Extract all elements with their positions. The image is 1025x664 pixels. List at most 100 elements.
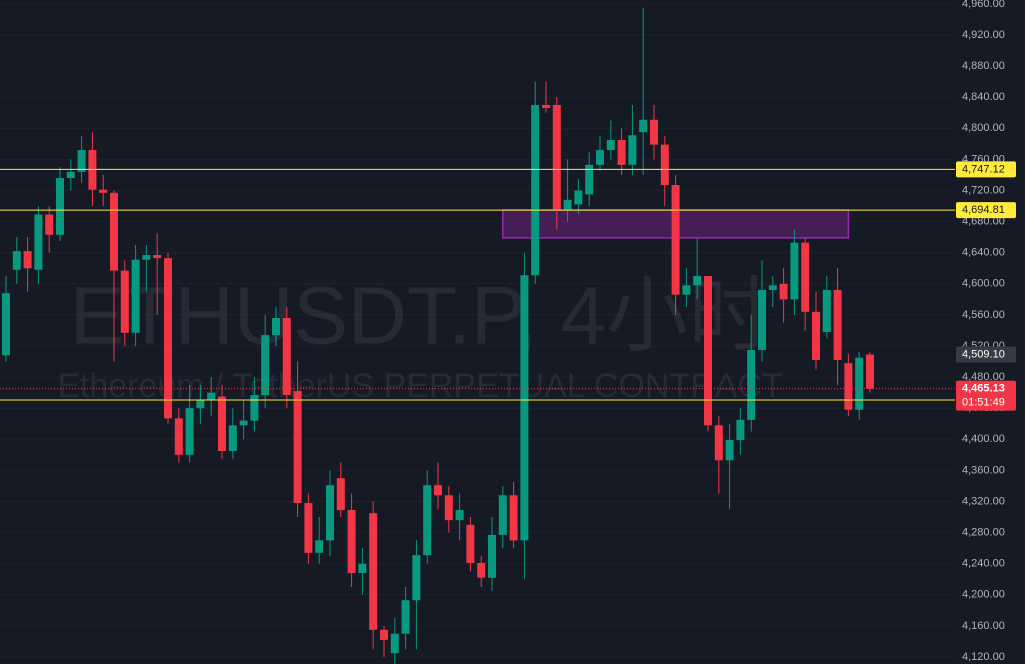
level-label-box [956, 202, 1016, 219]
candle-body [174, 418, 183, 455]
candle-body [207, 392, 216, 400]
candle-body [196, 399, 205, 409]
countdown-label: 01:51:49 [962, 397, 1005, 409]
candle-body [812, 311, 820, 360]
candle-body [380, 629, 388, 640]
y-tick-label: 4,280.00 [962, 527, 1005, 539]
candle-body [390, 633, 399, 654]
candle-body [164, 258, 172, 419]
candle-body [185, 408, 194, 455]
candle-body [790, 242, 799, 300]
candle-body [77, 150, 86, 172]
candle-body [714, 425, 723, 461]
candle-body [239, 420, 248, 426]
candle-body [606, 139, 615, 151]
level-label: 4,747.12 [962, 163, 1005, 175]
candle-body [563, 199, 572, 210]
candle-body [596, 150, 604, 165]
y-tick-label: 4,600.00 [962, 278, 1005, 290]
candle-body [520, 275, 529, 541]
candle-body [261, 335, 270, 395]
candle-body [639, 119, 648, 133]
candle-body [682, 285, 691, 295]
candle-body [56, 178, 64, 235]
y-tick-label: 4,680.00 [962, 215, 1005, 227]
candle-body [779, 283, 788, 300]
y-tick-label: 4,880.00 [962, 60, 1005, 72]
candle-body [671, 185, 680, 295]
candle-body [153, 255, 162, 259]
candle-body [650, 119, 658, 145]
candle-body [833, 290, 842, 360]
y-tick-label: 4,800.00 [962, 122, 1005, 134]
candle-body [282, 318, 291, 395]
candle-body [34, 214, 43, 270]
candle-body [272, 318, 280, 336]
candle-body [855, 357, 864, 410]
candle-body [218, 396, 226, 451]
candle-body [552, 104, 561, 210]
candle-body [12, 251, 21, 270]
y-tick-label: 4,640.00 [962, 247, 1005, 259]
candle-body [844, 363, 853, 410]
y-tick-label: 4,920.00 [962, 29, 1005, 41]
y-tick-label: 4,160.00 [962, 620, 1005, 632]
last-price-box [956, 380, 1016, 411]
candle-body [801, 242, 810, 312]
candle-body [304, 503, 313, 553]
candle-body [45, 214, 54, 235]
y-tick-label: 4,480.00 [962, 371, 1005, 383]
candle-body [693, 276, 702, 286]
candle-body [466, 524, 475, 563]
candle-body [822, 290, 831, 332]
candle-body [412, 555, 421, 601]
candle-body [617, 139, 626, 165]
watermark-title: ETHUSDT.P, 4小时 [70, 271, 770, 362]
candle-body [498, 495, 507, 535]
candle-body [704, 276, 712, 426]
candle-body [228, 425, 237, 451]
candle-body [444, 495, 453, 521]
candle-body [477, 562, 486, 578]
candle-body [866, 354, 874, 389]
candle-body [293, 391, 302, 504]
level-label: 4,694.81 [962, 204, 1005, 216]
candle-body [574, 190, 583, 205]
candle-body [585, 164, 594, 195]
candle-body [401, 600, 410, 634]
candle-body [131, 259, 140, 333]
candle-body [2, 293, 10, 356]
candle-body [250, 394, 259, 421]
candle-body [660, 144, 669, 186]
price-label-box [956, 346, 1016, 363]
candle-body [542, 104, 550, 109]
level-label-box [956, 161, 1016, 178]
candle-body [509, 495, 518, 541]
candle-body [455, 510, 464, 521]
candle-body [434, 485, 442, 496]
candle-body [66, 171, 75, 179]
y-tick-label: 4,240.00 [962, 558, 1005, 570]
candle-body [628, 135, 637, 165]
price-label: 4,509.10 [962, 348, 1005, 360]
candle-body [23, 251, 32, 269]
candle-body [99, 189, 108, 193]
candle-body [326, 485, 334, 541]
candle-body [736, 419, 745, 441]
y-tick-label: 4,960.00 [962, 0, 1005, 10]
y-tick-label: 4,320.00 [962, 495, 1005, 507]
candle-body [347, 510, 356, 574]
candle-body [120, 270, 129, 333]
y-tick-label: 4,560.00 [962, 309, 1005, 321]
y-tick-label: 4,400.00 [962, 433, 1005, 445]
y-tick-label: 4,120.00 [962, 651, 1005, 663]
y-tick-label: 4,200.00 [962, 589, 1005, 601]
candle-body [369, 513, 378, 630]
y-tick-label: 4,840.00 [962, 91, 1005, 103]
candle-body [315, 540, 324, 553]
last-price-label: 4,465.13 [962, 383, 1005, 395]
y-tick-label: 4,720.00 [962, 184, 1005, 196]
candle-body [531, 104, 540, 276]
candle-body [336, 478, 345, 511]
